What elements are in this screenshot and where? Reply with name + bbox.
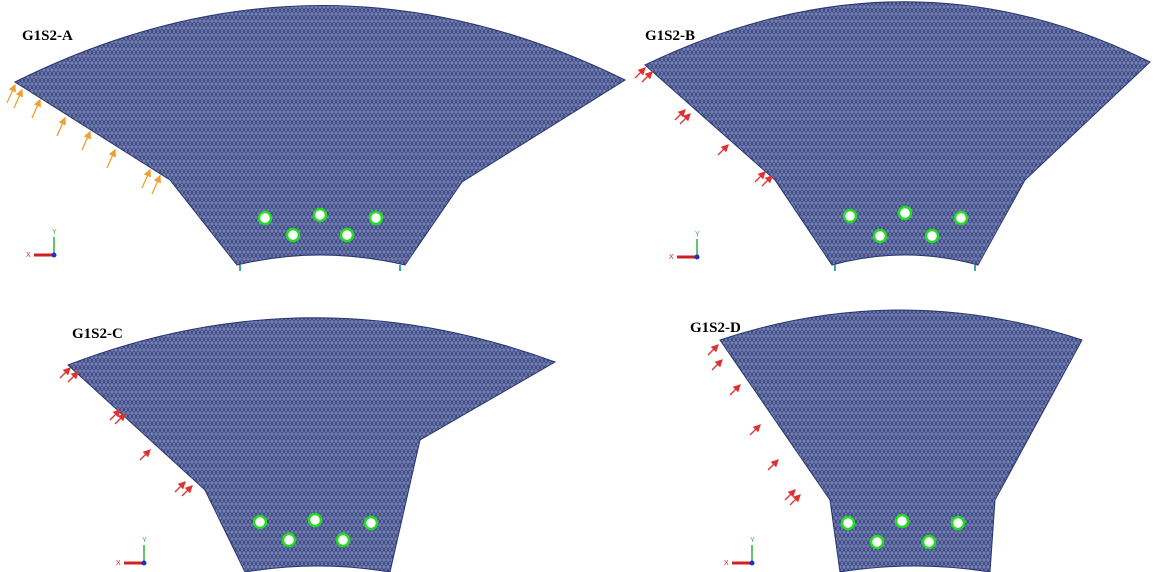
load-arrow [790,495,800,505]
axis-label: Y [750,537,755,544]
load-arrow [712,360,722,370]
hole [844,210,856,222]
hole [259,212,271,224]
load-arrow [762,176,772,186]
load-arrow [718,145,728,155]
load-arrow [14,90,22,108]
panel-label: G1S2-B [645,28,695,44]
load-arrow [7,85,15,103]
load-arrow [140,450,150,460]
hole [923,536,935,548]
load-arrow [750,425,760,435]
hole [896,515,908,527]
mesh-b [645,2,1150,265]
axis-label: X [116,560,121,567]
load-arrow [768,460,778,470]
load-arrow [82,132,90,150]
mesh-c [68,318,555,572]
load-arrow [635,68,645,78]
load-arrow [730,385,740,395]
load-arrow [142,170,150,188]
load-arrow [680,114,690,124]
axis-label: X [26,252,31,259]
hole [871,536,883,548]
hole [899,207,911,219]
load-arrow [32,100,40,118]
load-arrow [110,410,120,420]
load-arrow [642,72,652,82]
load-arrow [60,368,70,378]
panel-label: G1S2-C [72,326,123,342]
mesh-d [720,310,1082,572]
hole [952,517,964,529]
load-arrow [57,118,65,136]
hole [309,514,321,526]
load-arrow [675,110,685,120]
hole [365,517,377,529]
hole [874,230,886,242]
load-arrow [175,482,185,492]
hole [955,212,967,224]
hole [926,230,938,242]
axis-origin [142,561,147,566]
axis-label: X [669,254,674,261]
panel-label: G1S2-A [22,28,73,44]
axis-origin [750,561,755,566]
axis-origin [695,255,700,260]
load-arrow [68,372,78,382]
hole [842,517,854,529]
hole [283,534,295,546]
panel-label: G1S2-D [690,320,741,336]
load-arrow [708,345,718,355]
load-arrow [755,172,765,182]
load-arrow [182,486,192,496]
hole [287,229,299,241]
hole [337,534,349,546]
axis-label: Y [142,537,147,544]
mesh-a [15,5,625,265]
hole [341,229,353,241]
hole [314,209,326,221]
figure: G1S2-A G1S2-B G1S2-C G1S2-D Y X Y X Y X Y X [0,0,1166,572]
hole [370,212,382,224]
load-arrow [107,150,115,168]
axis-label: Y [52,229,57,236]
axis-label: X [724,560,729,567]
load-arrow [115,414,125,424]
axis-label: Y [695,231,700,238]
load-arrow [785,490,795,500]
load-arrow [152,176,160,194]
hole [254,516,266,528]
axis-origin [52,253,57,258]
